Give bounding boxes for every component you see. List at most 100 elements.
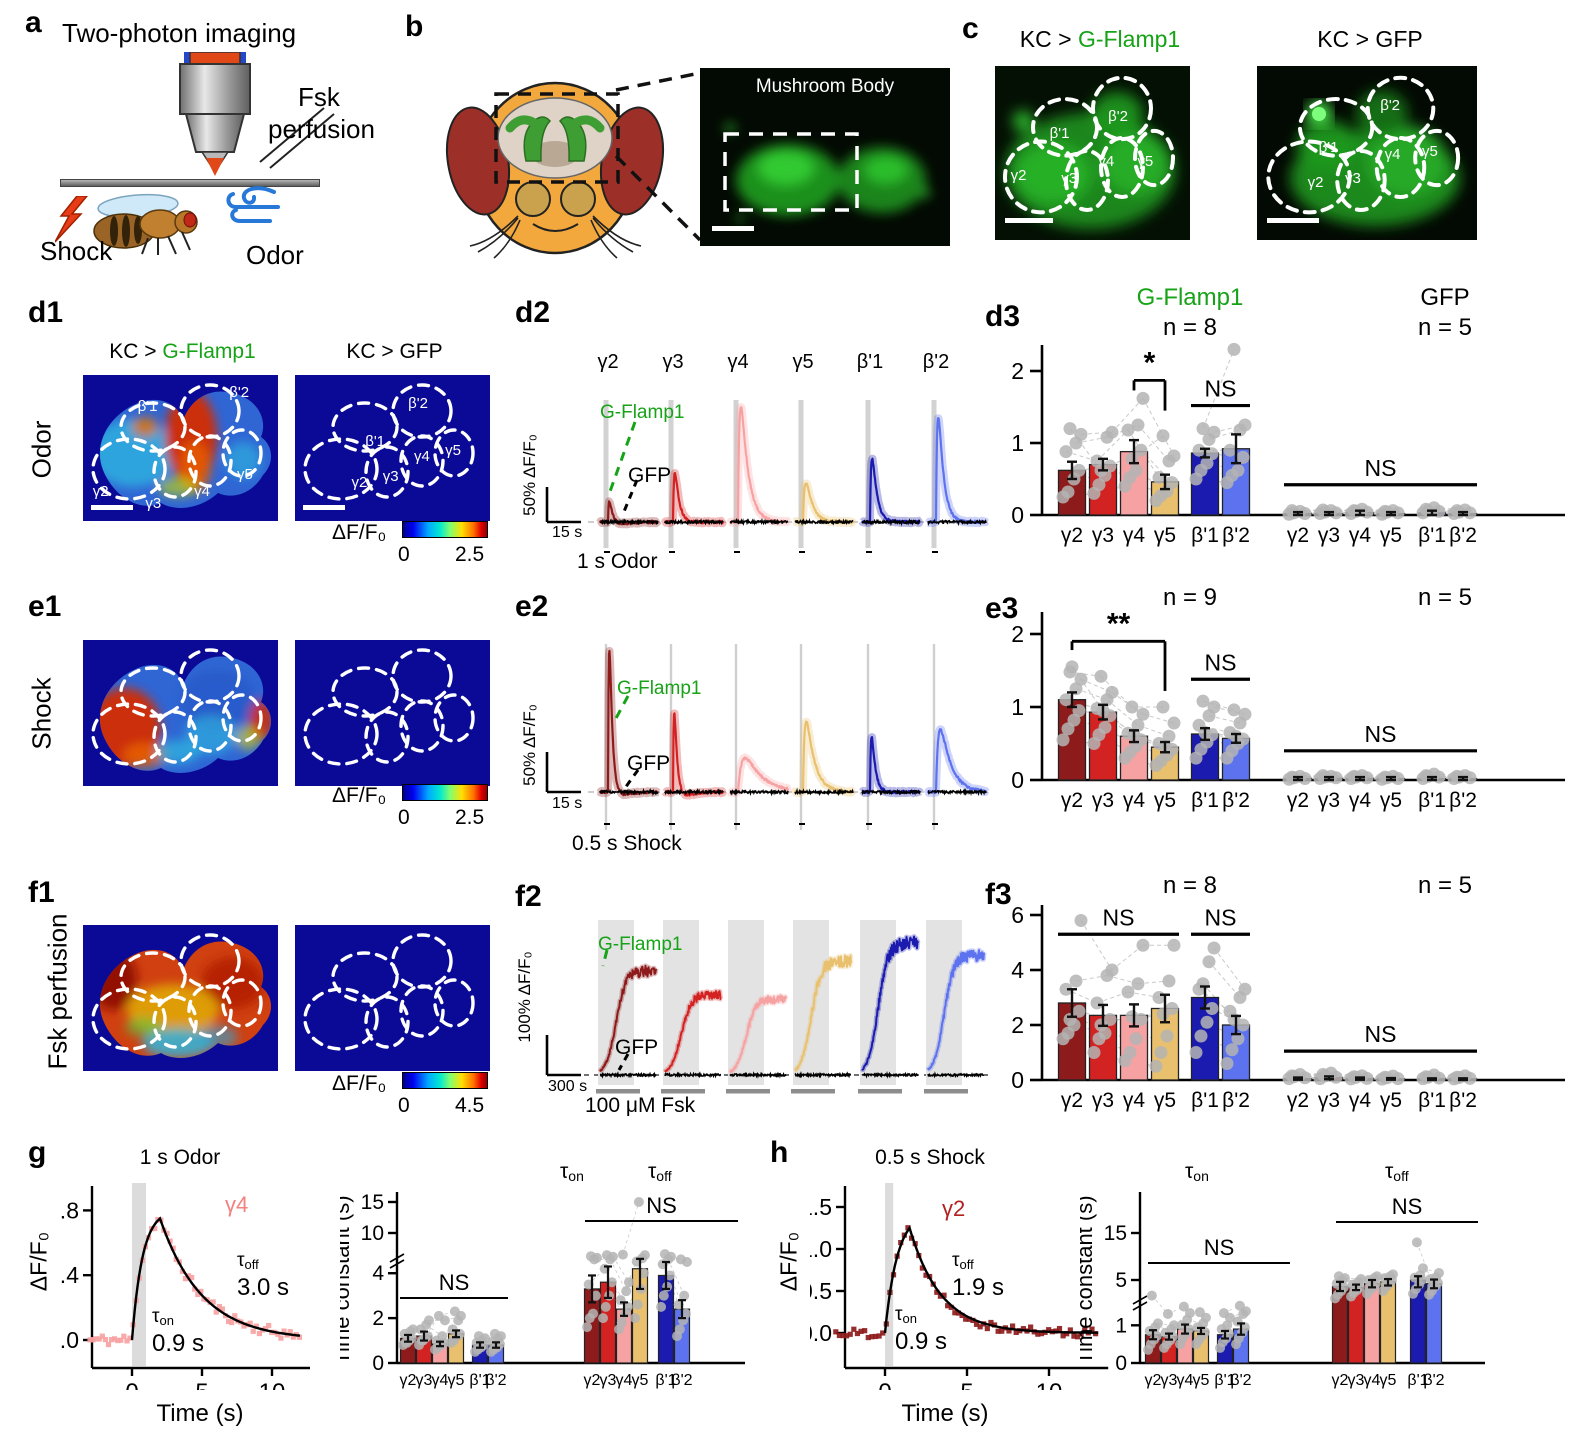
svg-text:10: 10	[259, 1379, 286, 1390]
svg-text:γ2: γ2	[1287, 1089, 1309, 1112]
f1-colorbar-min: 0	[398, 1094, 410, 1117]
g-tau-off-header: τoff	[648, 1160, 672, 1184]
svg-text:γ2: γ2	[1061, 789, 1083, 812]
svg-text:Time constant (s): Time constant (s)	[340, 1195, 354, 1364]
compartment-label: γ4	[194, 483, 210, 501]
sensor-name-green: G-Flamp1	[162, 340, 256, 363]
g-tau-off-value: 3.0 s	[237, 1274, 290, 1301]
svg-text:β'1: β'1	[1191, 1089, 1219, 1112]
d1-colorbar	[402, 521, 488, 538]
d1-heatmap-gflamp1: γ2 γ3 γ4 γ5 β'1 β'2	[83, 375, 278, 521]
microscope-objective-icon	[179, 52, 251, 176]
svg-text:β'1: β'1	[1191, 524, 1219, 547]
scale-bar	[1005, 218, 1053, 223]
svg-text:15: 15	[1104, 1222, 1127, 1245]
svg-text:4: 4	[1011, 957, 1024, 983]
svg-text:2: 2	[372, 1307, 384, 1330]
svg-text:NS: NS	[1204, 1235, 1235, 1260]
compartment-label: γ5	[1422, 142, 1438, 160]
compartment-label: γ3	[382, 468, 399, 486]
svg-text:β'1: β'1	[1418, 524, 1446, 547]
e2-stim-label: 0.5 s Shock	[572, 832, 682, 855]
d2-yscale: 50% ΔF/F₀	[520, 434, 539, 516]
sensor-name-green: G-Flamp1	[1077, 26, 1181, 52]
panel-c-title-left: KC > G-Flamp1	[1019, 26, 1181, 52]
svg-text:γ3: γ3	[416, 1372, 433, 1389]
svg-text:γ3: γ3	[1161, 1372, 1178, 1389]
svg-text:0.5: 0.5	[810, 1278, 832, 1304]
svg-text:γ3: γ3	[1318, 524, 1340, 547]
fsk-label-line2: perfusion	[268, 114, 375, 144]
f2-yscale: 100% ΔF/F₀	[515, 951, 534, 1043]
svg-text:γ5: γ5	[1154, 1089, 1176, 1112]
d2-xscale: 15 s	[552, 524, 583, 541]
svg-text:0.8: 0.8	[60, 1197, 79, 1223]
svg-text:5: 5	[195, 1379, 208, 1390]
svg-text:2: 2	[1011, 358, 1024, 384]
f1-colorbar	[402, 1072, 488, 1089]
compartment-label: γ3	[145, 494, 162, 512]
svg-text:0.0: 0.0	[810, 1320, 832, 1346]
g-title: 1 s Odor	[139, 1146, 221, 1169]
d1-heatmap-gfp: γ2 γ3 γ4 γ5 β'1 β'2	[295, 375, 490, 521]
svg-text:γ3: γ3	[1318, 789, 1340, 812]
svg-text:γ2: γ2	[1061, 524, 1083, 547]
g-line-plot: 0 5 10 0.0 0.4 0.8	[60, 1183, 310, 1390]
svg-text:γ5: γ5	[448, 1372, 465, 1389]
h-tau-off-value: 1.9 s	[952, 1274, 1005, 1301]
panel-f1-label: f1	[28, 876, 55, 909]
f3-n-left: n = 8	[1162, 872, 1218, 899]
compartment-label: γ5	[237, 465, 253, 483]
svg-text:γ5: γ5	[1154, 524, 1176, 547]
f1-heatmap-gfp	[295, 925, 490, 1071]
shock-lightning-icon	[55, 196, 88, 243]
svg-text:γ5: γ5	[1193, 1372, 1210, 1389]
svg-text:γ5: γ5	[1380, 1089, 1402, 1112]
svg-text:ΔF/F₀: ΔF/F₀	[1000, 666, 1002, 725]
svg-text:γ3: γ3	[1092, 789, 1114, 812]
svg-text:γ4: γ4	[1349, 524, 1372, 547]
svg-text:β'2: β'2	[923, 352, 949, 373]
svg-text:0: 0	[1011, 1067, 1024, 1093]
compartment-label: γ4	[1098, 153, 1115, 170]
panel-a-title: Two-photon imaging	[62, 18, 297, 48]
svg-text:β'2: β'2	[671, 1372, 692, 1389]
svg-text:β'2: β'2	[485, 1372, 506, 1389]
compartment-label: γ2	[1010, 166, 1027, 184]
d1-title-left: KC > G-Flamp1	[109, 340, 256, 363]
svg-text:γ2: γ2	[597, 352, 618, 373]
h-tau-on-value: 0.9 s	[895, 1328, 948, 1355]
odor-wind-icon	[226, 186, 280, 223]
svg-text:γ5: γ5	[1380, 1372, 1397, 1389]
d1-title-right: KC > GFP	[346, 340, 443, 363]
svg-text:0.0: 0.0	[60, 1327, 79, 1353]
svg-text:10: 10	[1036, 1379, 1063, 1390]
svg-text:*: *	[1144, 346, 1156, 379]
svg-text:β'2: β'2	[1449, 1089, 1477, 1112]
svg-text:β'1: β'1	[655, 1372, 676, 1389]
fly-icon	[93, 193, 198, 255]
svg-text:2: 2	[1011, 621, 1024, 647]
svg-text:γ5: γ5	[1154, 789, 1176, 812]
e2-traces	[545, 644, 990, 830]
svg-text:β'2: β'2	[1423, 1372, 1444, 1389]
svg-text:β'1: β'1	[1407, 1372, 1428, 1389]
perfusion-pipette-icon	[259, 107, 335, 169]
svg-text:β'1: β'1	[1418, 1089, 1446, 1112]
svg-text:Time constant (s): Time constant (s)	[1080, 1195, 1097, 1364]
compartment-label: β'2	[229, 383, 250, 401]
svg-text:γ4: γ4	[1349, 1089, 1372, 1112]
scale-bar	[1267, 218, 1319, 223]
h-xlabel: Time (s)	[901, 1400, 989, 1427]
compartment-label: γ5	[1137, 153, 1154, 170]
svg-text:15: 15	[361, 1191, 384, 1214]
h-tau-on-header: τon	[1185, 1160, 1209, 1184]
h-series-label: γ2	[942, 1196, 966, 1221]
f3-n-right: n = 5	[1417, 872, 1473, 899]
svg-text:γ3: γ3	[600, 1372, 617, 1389]
compartment-label: β'2	[408, 395, 428, 413]
